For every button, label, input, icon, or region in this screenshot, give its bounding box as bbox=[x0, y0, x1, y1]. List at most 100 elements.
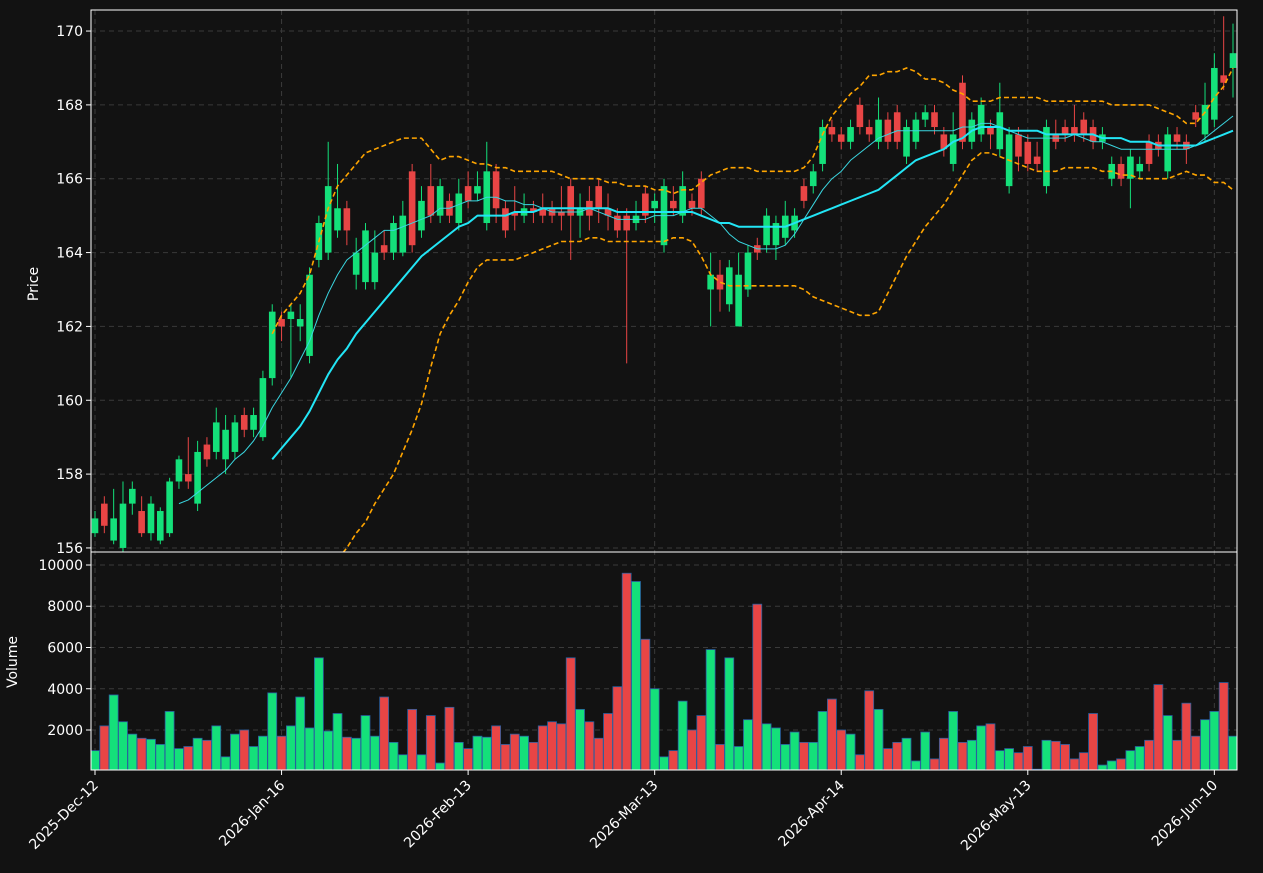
candle-body bbox=[334, 208, 341, 231]
volume-bar bbox=[836, 729, 847, 770]
volume-bar bbox=[1069, 758, 1080, 770]
volume-bar bbox=[108, 694, 119, 770]
price-plot bbox=[91, 16, 1237, 552]
candle-body bbox=[1229, 53, 1237, 68]
candle-body bbox=[623, 215, 630, 231]
candle-body bbox=[1192, 112, 1199, 120]
volume-bar bbox=[519, 735, 529, 770]
volume-bar bbox=[453, 741, 464, 770]
candle-body bbox=[1117, 163, 1125, 179]
volume-bar bbox=[1004, 748, 1015, 770]
volume-bar bbox=[313, 657, 324, 770]
volume-bar bbox=[248, 746, 259, 770]
candle-body bbox=[698, 178, 705, 209]
candle-body bbox=[744, 252, 752, 290]
volume-bar bbox=[752, 603, 763, 770]
volume-bar bbox=[1162, 715, 1173, 770]
volume-axis-label: Volume bbox=[5, 636, 21, 688]
volume-bar bbox=[584, 721, 595, 770]
volume-bar bbox=[649, 688, 660, 770]
volume-bar bbox=[174, 748, 184, 770]
volume-bar bbox=[136, 737, 147, 770]
volume-bar bbox=[789, 731, 800, 770]
volume-bar bbox=[864, 690, 875, 770]
candle-body bbox=[129, 488, 136, 504]
candle-body bbox=[1201, 104, 1209, 135]
volume-bar bbox=[705, 649, 716, 770]
volume-bar bbox=[183, 746, 194, 770]
volume-bar bbox=[351, 737, 362, 770]
candle-body bbox=[175, 459, 183, 482]
volume-bar bbox=[202, 739, 212, 770]
volume-bar bbox=[612, 686, 623, 770]
candle-body bbox=[1071, 127, 1078, 135]
candle-body bbox=[147, 503, 155, 534]
volume-bar bbox=[491, 725, 501, 770]
candle-body bbox=[464, 186, 472, 201]
candle-body bbox=[110, 518, 117, 541]
volume-bar bbox=[631, 581, 641, 770]
volume-bar bbox=[332, 713, 343, 770]
volume-bar bbox=[295, 696, 306, 770]
candle-body bbox=[940, 134, 948, 150]
candle-body bbox=[530, 208, 537, 212]
volume-bar bbox=[1200, 719, 1210, 770]
volume-bar bbox=[1228, 735, 1237, 770]
candle-body bbox=[240, 415, 248, 430]
candle-body bbox=[949, 134, 957, 164]
volume-bar bbox=[593, 737, 604, 770]
candle-body bbox=[1061, 127, 1069, 135]
volume-bar bbox=[976, 725, 987, 770]
candle-body bbox=[679, 186, 686, 216]
volume-bar bbox=[118, 721, 128, 770]
candle-body bbox=[567, 186, 575, 216]
candle-body bbox=[231, 422, 239, 452]
candle-body bbox=[558, 211, 565, 216]
volume-bar bbox=[1134, 746, 1145, 770]
volume-bar bbox=[985, 723, 996, 770]
candle-body bbox=[1211, 67, 1218, 120]
candle-body bbox=[921, 112, 929, 120]
volume-bar bbox=[743, 719, 753, 770]
candle-body bbox=[166, 481, 173, 534]
candle-body bbox=[931, 112, 938, 128]
volume-bar bbox=[780, 744, 791, 770]
volume-tick-label: 6000 bbox=[47, 641, 83, 657]
volume-bar bbox=[323, 730, 334, 770]
candle-body bbox=[259, 378, 267, 438]
candle-body bbox=[474, 186, 481, 194]
y-tick-label: 160 bbox=[56, 393, 83, 409]
candle-body bbox=[268, 311, 276, 379]
volume-bar bbox=[407, 708, 418, 770]
candle-body bbox=[735, 274, 742, 327]
volume-bar bbox=[286, 725, 296, 770]
candle-body bbox=[772, 223, 780, 246]
candle-body bbox=[828, 127, 836, 135]
volume-bar bbox=[230, 733, 240, 770]
volume-bar bbox=[425, 715, 436, 770]
volume-bar bbox=[1022, 746, 1033, 770]
candle-body bbox=[1127, 156, 1134, 179]
candle-body bbox=[380, 245, 388, 253]
candle-body bbox=[427, 186, 435, 216]
volume-bar bbox=[239, 729, 250, 770]
candle-body bbox=[352, 252, 360, 275]
volume-bar bbox=[481, 736, 492, 770]
candle-body bbox=[595, 186, 603, 209]
volume-bar bbox=[444, 706, 455, 770]
volume-bar bbox=[360, 715, 371, 770]
overlay-line bbox=[178, 115, 1234, 505]
candle-body bbox=[1145, 141, 1153, 164]
candle-body bbox=[884, 119, 892, 142]
candle-body bbox=[865, 127, 873, 135]
volume-bar bbox=[799, 741, 809, 770]
volume-bar bbox=[1218, 682, 1229, 770]
candle-body bbox=[977, 104, 985, 135]
candle-body bbox=[1080, 119, 1088, 135]
volume-bar bbox=[1125, 750, 1136, 770]
candle-body bbox=[1220, 75, 1227, 83]
volume-bar bbox=[938, 737, 949, 770]
volume-bar bbox=[575, 708, 585, 770]
volume-bar bbox=[500, 744, 511, 770]
